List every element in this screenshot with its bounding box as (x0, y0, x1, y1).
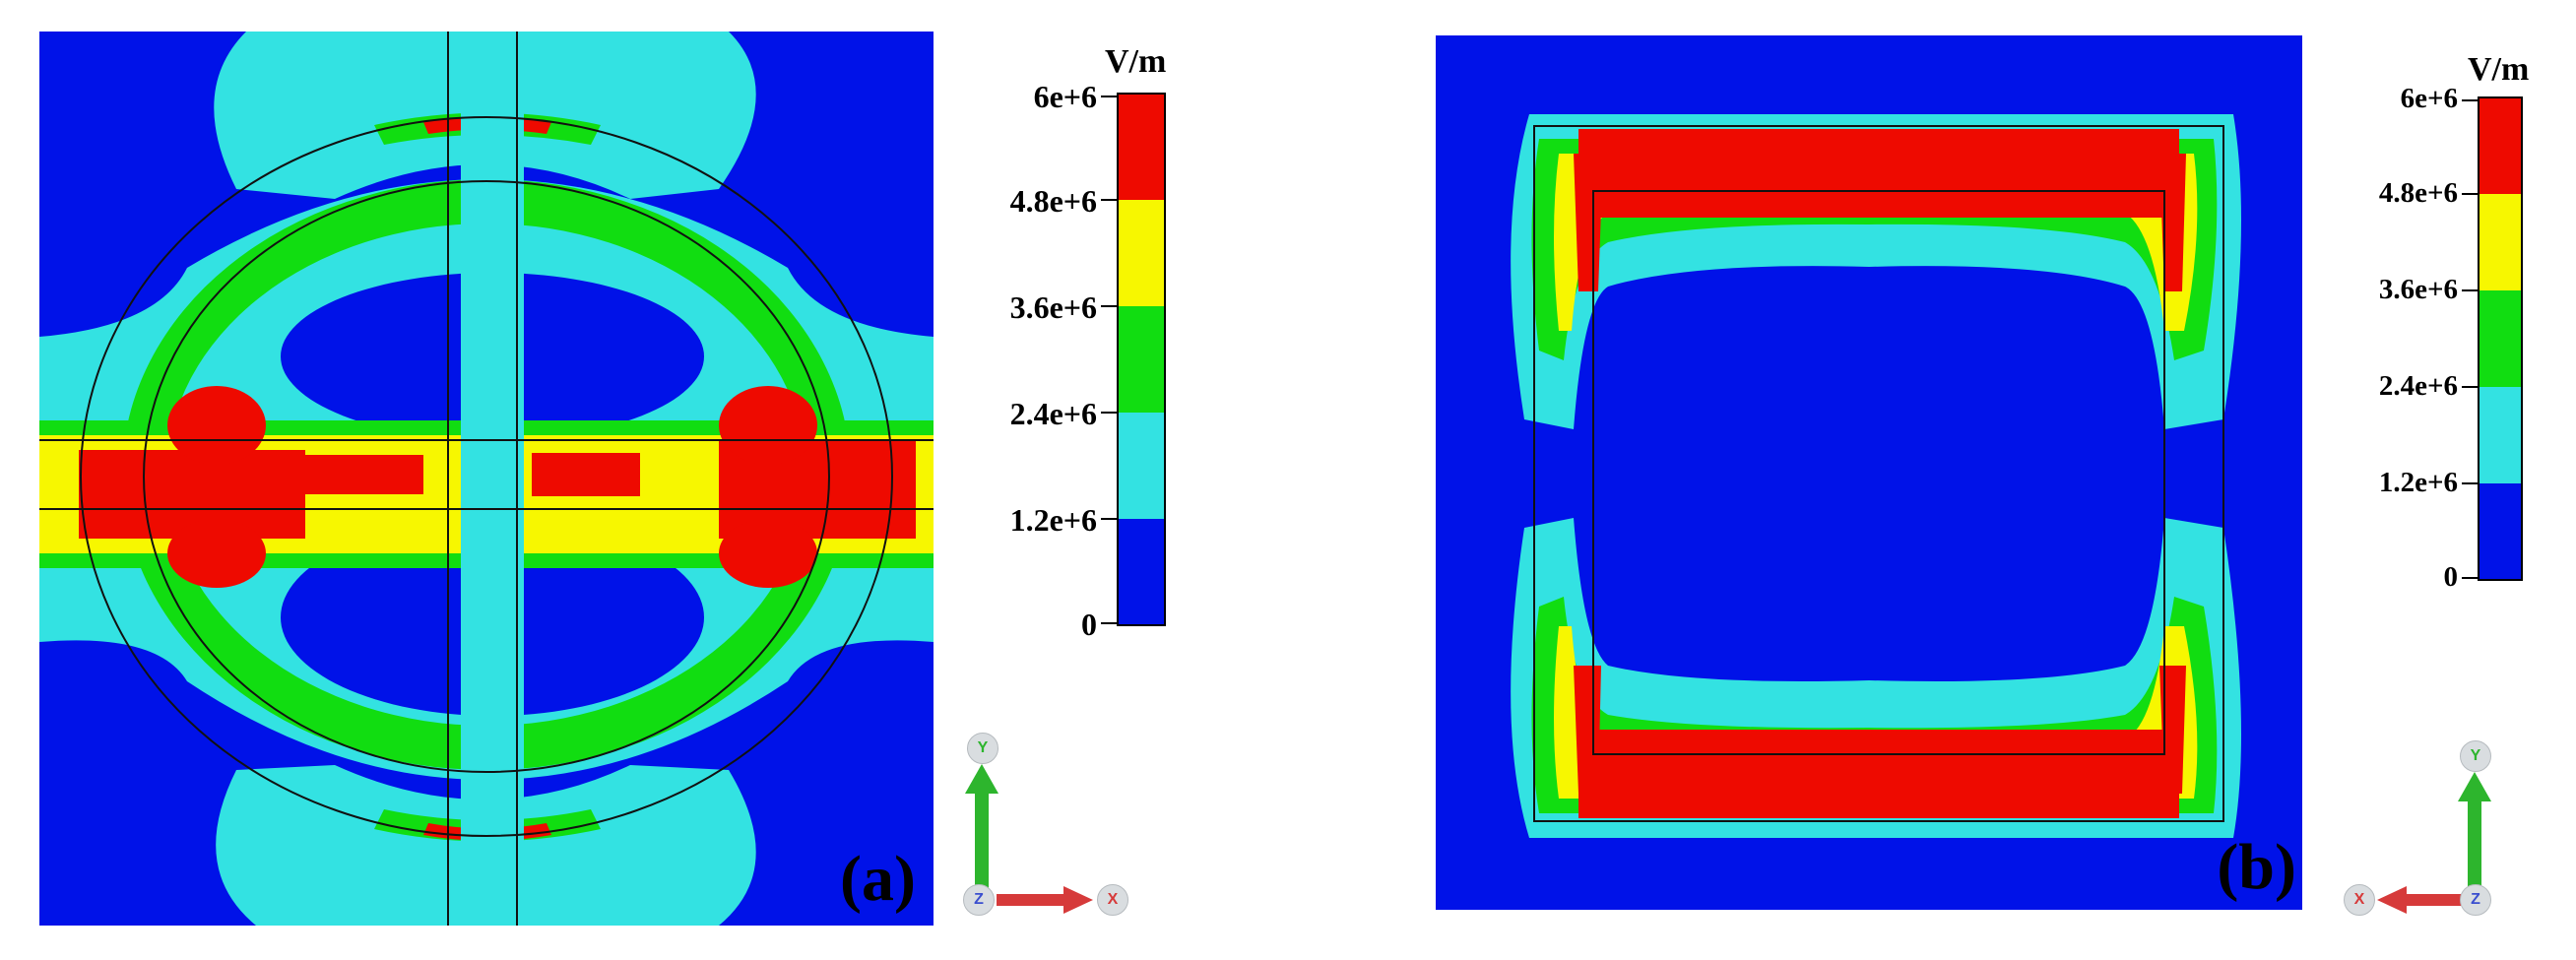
legend-tick-a-2: 3.6e+6 (1009, 289, 1097, 325)
axis-x-icon: x (2344, 884, 2375, 916)
legend-tick-b-3: 2.4e+6 (2378, 370, 2458, 402)
color-legend-b: V/m 6e+6 4.8e+6 3.6e+6 2.4e+6 1.2e+6 0 (2336, 43, 2552, 595)
axis-z-icon: z (963, 884, 995, 916)
axis-arrows-a (965, 764, 1093, 914)
panel-label-b: (b) (2217, 831, 2296, 903)
axis-z-icon: z (2460, 884, 2491, 916)
axis-x-icon: x (1097, 884, 1128, 916)
panel-label-a: (a) (840, 843, 916, 915)
field-plot-a: (a) (39, 32, 934, 926)
axis-y-icon: y (2460, 740, 2491, 772)
legend-tick-a-5: 0 (1081, 607, 1097, 642)
legend-tick-a-1: 4.8e+6 (1009, 183, 1097, 219)
legend-tick-b-2: 3.6e+6 (2378, 274, 2458, 305)
field-map-a (39, 32, 934, 926)
legend-bar-a (1101, 93, 1166, 626)
axis-arrows-b (2377, 772, 2491, 914)
legend-bar-b (2462, 96, 2523, 581)
color-legend-a: V/m 6e+6 4.8e+6 3.6e+6 2.4e+6 1.2e+6 0 (985, 39, 1201, 642)
axis-triad-b: y z x (2340, 736, 2537, 924)
legend-tick-a-4: 1.2e+6 (1009, 502, 1097, 538)
axis-y-icon: y (967, 733, 998, 764)
field-map-b (1436, 35, 2302, 910)
legend-unit-a: V/m (1105, 43, 1167, 80)
axis-triad-a: y z x (945, 729, 1142, 926)
legend-tick-a-0: 6e+6 (1033, 79, 1097, 114)
legend-tick-b-5: 0 (2443, 561, 2459, 593)
legend-tick-b-4: 1.2e+6 (2378, 467, 2458, 498)
legend-tick-b-1: 4.8e+6 (2378, 177, 2458, 209)
legend-tick-b-0: 6e+6 (2400, 83, 2458, 114)
legend-unit-b: V/m (2468, 51, 2530, 88)
legend-tick-a-3: 2.4e+6 (1009, 396, 1097, 431)
field-plot-b: (b) (1436, 35, 2302, 910)
